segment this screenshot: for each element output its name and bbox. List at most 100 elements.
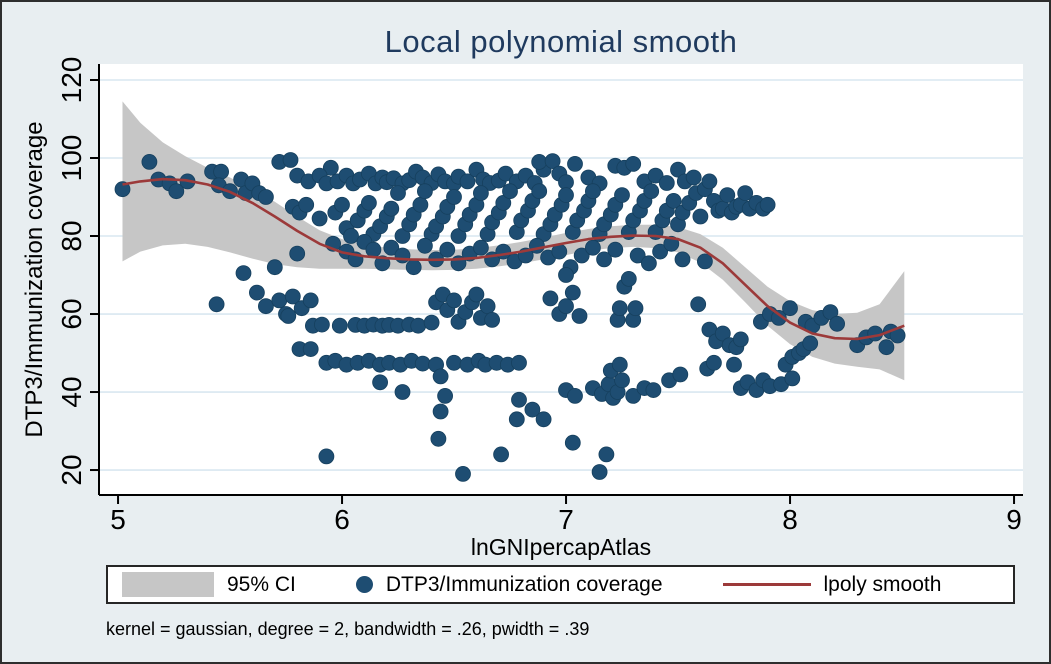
scatter-point xyxy=(627,300,644,317)
y-tick-label: 60 xyxy=(56,298,87,329)
scatter-point xyxy=(235,265,252,282)
scatter-point xyxy=(334,196,350,213)
scatter-point xyxy=(591,464,608,480)
scatter-point xyxy=(674,251,691,268)
scatter-point xyxy=(535,411,552,428)
scatter-point xyxy=(497,165,514,182)
scatter-point xyxy=(531,153,548,170)
legend-label-ci: 95% CI xyxy=(227,572,296,596)
scatter-point xyxy=(692,208,709,225)
scatter-point xyxy=(685,169,702,186)
scatter-point xyxy=(670,161,686,178)
scatter-point xyxy=(726,356,742,373)
scatter-point xyxy=(365,241,382,258)
scatter-point xyxy=(701,173,718,190)
chart-canvas: 5 6 7 8 9 lnGNIpercapAtlas 20 40 60 80 100 120 DTP3/… xyxy=(21,57,1023,560)
scatter-point xyxy=(455,465,471,482)
scatter-point xyxy=(598,446,615,463)
scatter-point xyxy=(432,403,449,420)
y-axis: 20 40 60 80 100 120 DTP3/Immunization coverage xyxy=(21,57,100,495)
scatter-point xyxy=(611,300,628,317)
scatter-point xyxy=(732,331,749,348)
kernel-note: kernel = gaussian, degree = 2, bandwidth… xyxy=(106,619,590,639)
scatter-point xyxy=(511,391,527,408)
scatter-point xyxy=(614,187,630,204)
scatter-point xyxy=(213,163,230,180)
scatter-point xyxy=(271,292,288,309)
legend-item-line: lpoly smooth xyxy=(722,573,941,597)
scatter-point xyxy=(374,255,391,272)
x-tick-label: 8 xyxy=(782,504,798,535)
scatter-point xyxy=(446,292,462,309)
y-axis-title: DTP3/Immunization coverage xyxy=(21,121,48,437)
scatter-point xyxy=(641,255,657,272)
scatter-point xyxy=(672,366,689,383)
scatter-point xyxy=(257,189,274,205)
lpoly-line xyxy=(122,177,905,341)
scatter-point xyxy=(141,153,158,170)
scatter-point xyxy=(502,183,518,200)
scatter-point xyxy=(302,292,319,309)
scatter-point xyxy=(567,155,583,172)
scatter-point xyxy=(495,194,512,211)
scatter-point xyxy=(446,354,462,371)
scatter-point xyxy=(665,192,682,209)
x-tick-label: 6 xyxy=(334,504,350,535)
scatter-point xyxy=(878,339,895,356)
scatter-point xyxy=(298,196,315,213)
scatter-point xyxy=(714,325,731,342)
scatter-point xyxy=(208,296,225,313)
scatter-point xyxy=(446,189,462,205)
scatter-point xyxy=(706,354,722,371)
legend: 95% CI DTP3/Immunization coverage lpoly … xyxy=(106,565,1015,604)
scatter-point xyxy=(596,251,612,268)
scatter-point xyxy=(289,245,306,262)
scatter-point xyxy=(770,309,787,326)
scatter-point xyxy=(544,153,561,170)
scatter-point xyxy=(394,228,411,244)
scatter-point xyxy=(829,315,845,332)
scatter-point xyxy=(322,159,339,176)
scatter-point xyxy=(257,298,274,315)
x-tick-label: 5 xyxy=(110,504,126,535)
y-tick-label: 40 xyxy=(56,376,87,407)
legend-item-ci: 95% CI xyxy=(122,572,296,597)
scatter-point xyxy=(493,446,510,463)
chart-title: Local polynomial smooth xyxy=(384,24,738,59)
scatter-point xyxy=(625,387,642,404)
scatter-point xyxy=(410,317,427,334)
scatter-point xyxy=(531,183,548,200)
scatter-point xyxy=(652,243,668,260)
scatter-point xyxy=(311,210,328,227)
y-tick-label: 20 xyxy=(56,454,87,485)
x-tick-label: 9 xyxy=(1006,504,1022,535)
scatter-point xyxy=(643,183,660,200)
scatter-point xyxy=(394,384,411,400)
y-tick-label: 120 xyxy=(56,57,87,104)
scatter-point xyxy=(414,355,431,372)
scatter-point xyxy=(394,247,411,264)
scatter-point xyxy=(782,300,798,317)
scatter-point xyxy=(614,372,630,389)
y-tick-label: 80 xyxy=(56,220,87,251)
scatter-point xyxy=(437,387,454,404)
scatter-point xyxy=(459,173,476,190)
scatter-point xyxy=(372,374,389,391)
scatter-point xyxy=(390,185,406,202)
scatter-point xyxy=(564,284,581,301)
scatter-point xyxy=(542,290,559,307)
scatter-point xyxy=(629,247,646,264)
scatter-point xyxy=(343,228,359,244)
scatter-point xyxy=(331,317,348,334)
scatter-point xyxy=(573,247,590,264)
scatter-marker-swatch xyxy=(355,576,373,593)
scatter-point xyxy=(472,185,489,202)
scatter-point xyxy=(620,270,637,287)
scatter-point xyxy=(472,239,489,256)
ci-band xyxy=(122,101,905,381)
scatter-point xyxy=(302,341,319,358)
scatter-point xyxy=(822,304,839,321)
ci-band-swatch xyxy=(122,572,214,597)
scatter-point xyxy=(248,284,265,301)
